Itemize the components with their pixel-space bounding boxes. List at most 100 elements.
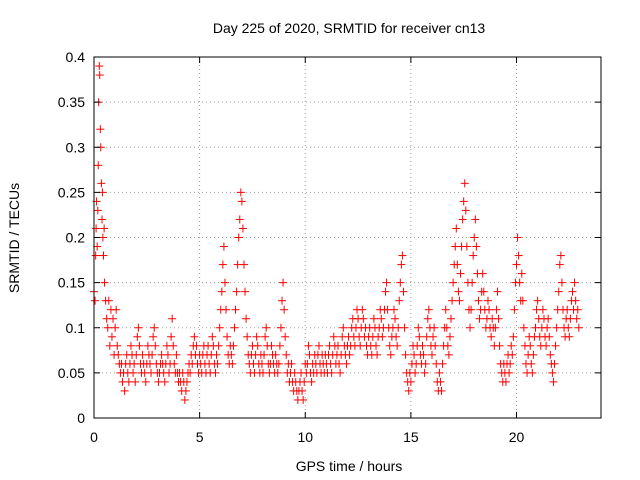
data-point	[339, 323, 348, 332]
data-point	[447, 314, 456, 323]
data-point	[345, 350, 354, 359]
data-point	[411, 368, 420, 377]
data-point	[112, 305, 121, 314]
data-point	[431, 341, 440, 350]
data-point	[420, 368, 429, 377]
data-point	[234, 233, 243, 242]
data-point	[428, 350, 436, 359]
data-point	[542, 341, 551, 350]
data-point	[280, 305, 289, 314]
data-point	[546, 350, 555, 359]
data-point	[398, 251, 407, 260]
data-point	[95, 71, 104, 80]
y-tick-label: 0.2	[66, 230, 86, 246]
data-point	[382, 278, 391, 287]
data-point	[94, 161, 103, 170]
data-point	[406, 377, 415, 386]
data-point	[135, 341, 144, 350]
data-point	[103, 323, 112, 332]
data-point	[359, 314, 368, 323]
data-point	[574, 323, 583, 332]
x-tick-label: 15	[403, 429, 419, 445]
data-point	[92, 224, 101, 233]
data-point	[219, 242, 228, 251]
data-point	[170, 359, 179, 368]
data-point	[554, 287, 563, 296]
data-point	[190, 332, 199, 341]
data-point	[474, 296, 483, 305]
data-point	[336, 368, 345, 377]
data-point	[487, 332, 496, 341]
data-point	[95, 62, 104, 71]
data-point	[377, 314, 386, 323]
data-point	[282, 350, 291, 359]
data-point	[429, 332, 438, 341]
data-point	[452, 224, 461, 233]
data-point	[455, 296, 464, 305]
data-point	[314, 341, 323, 350]
data-point	[114, 350, 123, 359]
y-tick-label: 0.35	[58, 94, 85, 110]
data-point	[243, 332, 252, 341]
data-point	[220, 278, 229, 287]
chart-title: Day 225 of 2020, SRMTID for receiver cn1…	[213, 20, 486, 36]
data-point	[458, 215, 467, 224]
data-point	[98, 233, 107, 242]
data-point	[99, 251, 108, 260]
data-point	[271, 350, 280, 359]
data-point	[573, 305, 582, 314]
data-point	[479, 287, 488, 296]
data-point	[150, 323, 159, 332]
data-point	[401, 350, 410, 359]
data-point	[564, 323, 573, 332]
data-point	[299, 395, 308, 404]
data-point	[342, 359, 351, 368]
data-point	[570, 278, 579, 287]
data-point	[182, 377, 191, 386]
data-point	[419, 350, 428, 359]
data-point	[100, 278, 109, 287]
data-point	[169, 341, 178, 350]
x-tick-label: 20	[509, 429, 525, 445]
data-point	[565, 332, 574, 341]
data-point	[478, 269, 487, 278]
data-points	[90, 62, 583, 404]
data-point	[571, 296, 580, 305]
data-point	[241, 287, 250, 296]
data-point	[506, 359, 515, 368]
data-point	[468, 278, 477, 287]
data-point	[134, 323, 143, 332]
x-axis-ticks: 0 5 10 15 20	[90, 57, 524, 445]
data-point	[495, 341, 504, 350]
data-point	[454, 287, 463, 296]
data-point	[519, 323, 528, 332]
data-point	[449, 278, 458, 287]
data-point	[227, 350, 236, 359]
data-point	[131, 377, 140, 386]
data-point	[253, 341, 262, 350]
data-point	[572, 314, 581, 323]
data-point	[230, 323, 239, 332]
data-point	[275, 341, 284, 350]
data-point	[235, 215, 244, 224]
data-point	[214, 341, 223, 350]
data-point	[98, 215, 107, 224]
data-point	[372, 341, 381, 350]
data-point	[279, 278, 288, 287]
data-point	[261, 332, 270, 341]
data-point	[149, 332, 158, 341]
data-point	[163, 350, 172, 359]
data-point	[391, 314, 400, 323]
data-point	[181, 386, 190, 395]
data-point	[151, 341, 160, 350]
data-point	[552, 323, 561, 332]
data-point	[143, 341, 152, 350]
data-point	[222, 305, 231, 314]
data-point	[378, 332, 387, 341]
data-point	[421, 359, 430, 368]
data-point	[211, 368, 220, 377]
data-point	[373, 350, 382, 359]
data-point	[212, 350, 221, 359]
data-point	[513, 233, 522, 242]
data-point	[528, 368, 537, 377]
